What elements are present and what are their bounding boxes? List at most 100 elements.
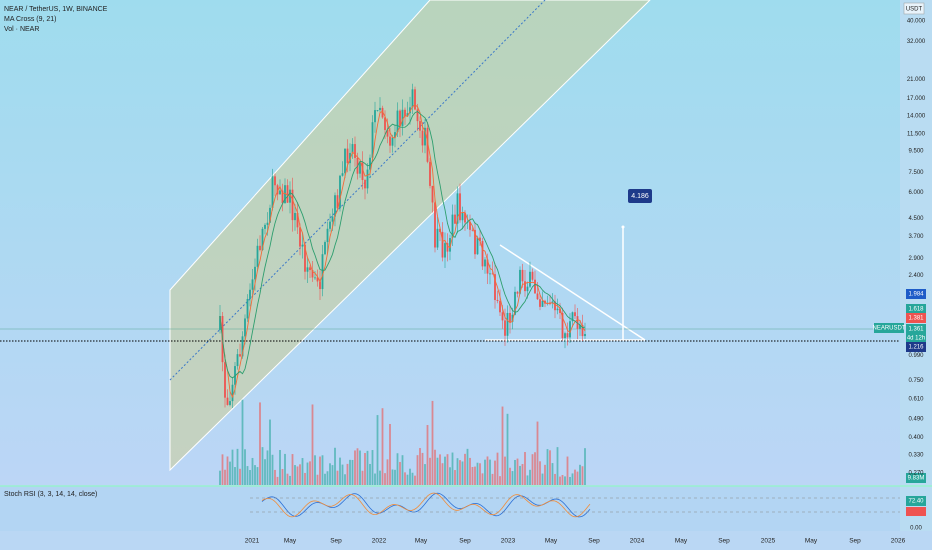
price-tag [906, 313, 926, 323]
candle [281, 190, 284, 204]
candle [379, 107, 381, 111]
volume-bar [221, 454, 224, 485]
candle [276, 185, 279, 195]
currency: USDT [906, 7, 923, 13]
candle [524, 281, 526, 292]
candle [529, 271, 531, 287]
volume-bar [341, 464, 344, 485]
price-tag-text: 1.381 [908, 316, 924, 322]
candle [261, 228, 264, 251]
price-tag [906, 507, 926, 516]
candle [364, 179, 366, 189]
price-label: 0.610 [908, 397, 924, 403]
volume-bar [254, 465, 256, 485]
stoch-pane [0, 486, 900, 531]
candle [486, 259, 489, 274]
volume-bar [274, 469, 276, 485]
volume-bar [491, 473, 494, 485]
candle [451, 214, 454, 239]
volume-bar [501, 406, 504, 485]
candle [404, 109, 406, 117]
volume-bar [386, 459, 389, 485]
candle [446, 243, 449, 252]
target-dot [621, 225, 625, 229]
candle [396, 110, 399, 133]
candle [569, 321, 571, 338]
candle [259, 245, 261, 251]
candle [416, 109, 419, 122]
candle [271, 176, 274, 208]
volume-bar [451, 452, 454, 485]
volume-bar [426, 425, 429, 485]
volume-bar [509, 467, 511, 485]
volume-bar [324, 473, 326, 485]
volume-bar [576, 471, 579, 485]
candle [519, 269, 521, 294]
candle [394, 132, 396, 138]
volume-bar [536, 421, 539, 485]
volume-bar [469, 457, 471, 485]
volume-bar [409, 468, 411, 485]
volume-bar [549, 450, 551, 485]
volume-bar [511, 471, 514, 485]
volume-bar [399, 461, 401, 485]
candle [341, 173, 344, 176]
candle [481, 241, 484, 267]
volume-bar [431, 400, 434, 485]
candle [346, 148, 349, 164]
time-label: Sep [459, 538, 471, 545]
stoch-line [261, 492, 591, 518]
price-tag-text: 1.216 [908, 345, 924, 351]
candle [499, 300, 501, 313]
volume-bar [529, 469, 531, 485]
volume-bar [284, 453, 286, 485]
candle [326, 228, 329, 243]
volume-bar [334, 447, 336, 485]
candle [514, 291, 516, 315]
candle [561, 312, 564, 339]
volume-bar [479, 463, 481, 485]
candle [504, 320, 506, 336]
volume-bar [581, 466, 584, 485]
volume-bar [561, 474, 564, 485]
stoch-title: Stoch RSI (3, 3, 14, 14, close) [4, 491, 97, 498]
volume-bar [521, 464, 524, 485]
volume-bar [534, 452, 536, 485]
volume-bar [519, 465, 521, 485]
volume-bar [276, 476, 279, 485]
candle [479, 237, 481, 242]
candle [301, 244, 304, 247]
volume-bar [376, 415, 379, 485]
volume-bar [261, 447, 264, 485]
candle [274, 176, 276, 186]
candle [241, 336, 244, 357]
candle [574, 312, 576, 317]
candle [296, 212, 299, 228]
volume-bar [281, 469, 284, 485]
candle [361, 162, 364, 180]
volume-bar [224, 469, 226, 485]
volume-bar [461, 461, 464, 485]
candle [454, 214, 456, 224]
candle [401, 109, 404, 127]
currency-box [903, 2, 925, 15]
volume-bar [449, 467, 451, 485]
time-label: 2025 [761, 538, 776, 545]
volume-bar [244, 449, 246, 485]
volume-bar [331, 465, 334, 485]
volume-bar [404, 472, 406, 485]
candle [576, 316, 579, 329]
candle [399, 110, 401, 127]
candle [464, 213, 466, 223]
price-axis [900, 0, 932, 531]
volume-bar [366, 450, 369, 485]
volume-bar [351, 459, 354, 485]
volume-bar [474, 466, 476, 485]
price-label: 0.750 [908, 378, 924, 384]
price-label: 0.00 [910, 526, 922, 532]
time-label: 2021 [245, 538, 260, 545]
volume-bar [541, 473, 544, 485]
volume-bar [496, 452, 499, 485]
candle [406, 113, 409, 117]
